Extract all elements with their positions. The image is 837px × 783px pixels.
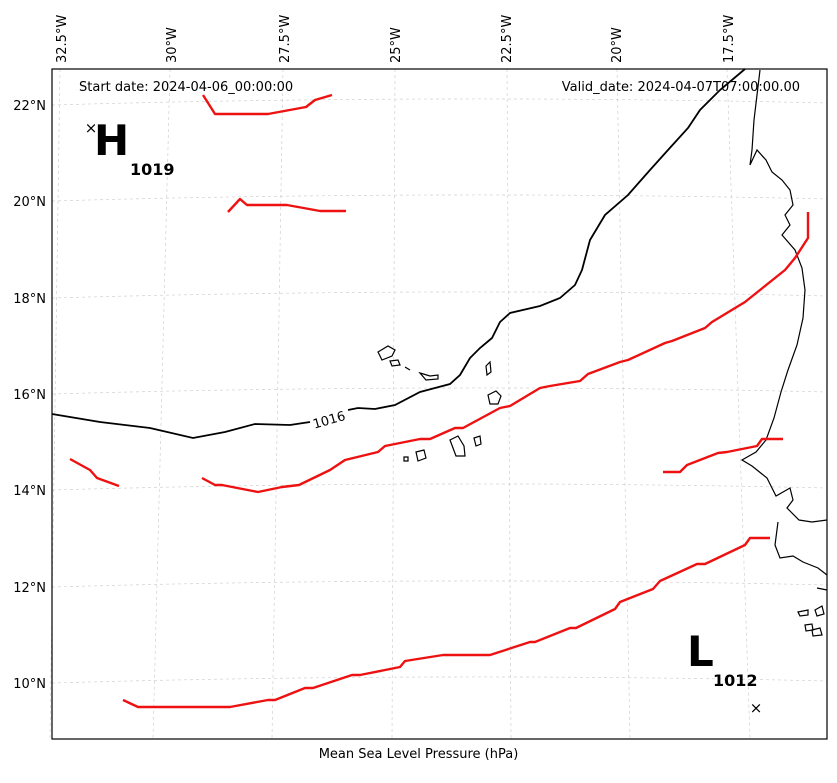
lon-label-20w: 20°W (610, 27, 625, 63)
contour-label-1016: 1016 (311, 409, 347, 433)
lat-labels: 22°N 20°N 18°N 16°N 14°N 12°N 10°N (13, 99, 46, 692)
valid-date-label: Valid_date: 2024-04-07T07:00:00.00 (562, 80, 800, 95)
island-islet (404, 366, 411, 371)
island-santiago (449, 435, 466, 457)
lon-labels: 32.5°W 30°W 27.5°W 25°W 22.5°W 20°W 17.5… (55, 15, 737, 63)
red-contour-middle (201, 212, 810, 494)
isobar-1016 (51, 68, 746, 439)
island-bissagos-2 (811, 627, 823, 637)
island-sao-nicolau (418, 371, 439, 381)
lon-label-27-5w: 27.5°W (278, 15, 293, 63)
low-letter: L (687, 627, 714, 676)
lat-label-20n: 20°N (13, 195, 46, 210)
high-marker-icon: × (85, 119, 98, 137)
island-boa-vista (487, 390, 502, 405)
island-sao-vicente (389, 359, 401, 367)
red-contour-west-short (69, 457, 120, 488)
island-bissagos-3 (814, 605, 825, 617)
high-pressure-center: × H 1019 (85, 116, 175, 179)
low-marker-icon: × (750, 699, 763, 717)
lon-label-25w: 25°W (389, 27, 404, 63)
lat-label-16n: 16°N (13, 388, 46, 403)
lon-label-32-5w: 32.5°W (55, 15, 70, 63)
island-senegal (797, 609, 809, 617)
island-sal (485, 360, 492, 377)
lat-label-14n: 14°N (13, 484, 46, 499)
red-contour-coastal-short (663, 437, 783, 474)
lon-label-22-5w: 22.5°W (500, 15, 515, 63)
lat-label-22n: 22°N (13, 99, 46, 114)
red-contour-north-2 (227, 197, 346, 213)
island-brava (403, 456, 409, 462)
island-santo-antao (377, 345, 396, 361)
lon-label-30w: 30°W (165, 27, 180, 63)
lat-label-10n: 10°N (13, 677, 46, 692)
map-caption: Mean Sea Level Pressure (hPa) (318, 747, 519, 762)
red-contour-north-1 (201, 93, 333, 116)
start-date-label: Start date: 2024-04-06_00:00:00 (79, 80, 293, 95)
coastline (377, 69, 828, 637)
island-maio (473, 435, 482, 447)
lon-label-17-5w: 17.5°W (722, 15, 737, 63)
low-pressure-center: L 1012 × (687, 627, 762, 717)
red-contours (69, 93, 810, 709)
red-contour-south (122, 536, 770, 709)
island-fogo (415, 449, 427, 462)
high-value: 1019 (130, 160, 175, 179)
lat-label-12n: 12°N (13, 581, 46, 596)
lat-label-18n: 18°N (13, 292, 46, 307)
map-frame (51, 68, 828, 740)
high-letter: H (94, 116, 129, 165)
low-value: 1012 (713, 671, 758, 690)
